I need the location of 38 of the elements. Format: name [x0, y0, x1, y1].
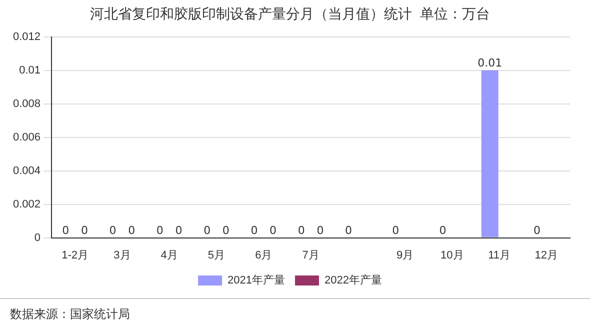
x-tick-label: 1-2月: [62, 249, 89, 262]
data-label: 0: [344, 224, 352, 238]
x-tick-label: 12月: [534, 249, 558, 262]
data-label: 0: [316, 224, 324, 238]
y-tick-label: 0.01: [19, 64, 41, 76]
data-label: 0: [439, 224, 446, 238]
data-label: 0: [156, 224, 164, 238]
data-label: 0.01: [478, 56, 502, 70]
data-label: 0: [392, 224, 400, 238]
x-tick-label: 9月: [396, 249, 414, 262]
data-label: 0: [250, 224, 258, 238]
legend-label: 2022年产量: [324, 274, 382, 287]
x-tick-label: 3月: [114, 249, 131, 262]
data-label: 0: [298, 224, 305, 238]
y-tick-label: 0.006: [12, 131, 41, 144]
x-tick-label: 6月: [255, 249, 272, 262]
data-label: 0: [270, 224, 277, 238]
data-label: 0: [128, 224, 136, 238]
data-label: 0: [175, 224, 182, 238]
data-label: 0: [204, 224, 211, 238]
source-note: 数据来源：国家统计局: [10, 306, 130, 323]
x-tick-label: 5月: [208, 249, 226, 262]
x-tick-label: 7月: [302, 249, 320, 262]
data-label: 0: [109, 224, 116, 238]
legend-label: 2021年产量: [228, 274, 286, 287]
x-tick-label: 10月: [440, 249, 464, 262]
data-label: 0: [81, 224, 88, 238]
chart-title: 河北省复印和胶版印制设备产量分月（当月值）统计 单位：万台: [90, 5, 490, 22]
y-tick-label: 0.002: [12, 198, 41, 210]
data-label: 0: [222, 224, 230, 238]
y-tick-label: 0.012: [12, 30, 41, 43]
x-tick-label: 4月: [160, 249, 178, 262]
y-tick-label: 0: [34, 232, 41, 244]
x-tick-label: 11月: [488, 249, 511, 262]
y-tick-label: 0.008: [12, 98, 41, 110]
data-label: 0: [62, 224, 70, 238]
data-label: 0: [534, 224, 541, 238]
y-tick-label: 0.004: [12, 164, 41, 177]
